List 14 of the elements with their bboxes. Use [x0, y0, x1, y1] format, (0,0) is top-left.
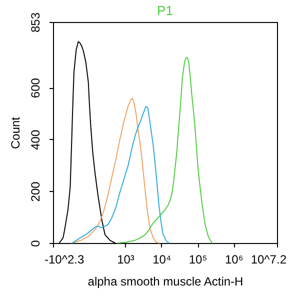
x-tick-label: 10⁴: [152, 252, 172, 266]
x-tick-label: 10⁵: [188, 252, 208, 266]
x-axis-title: alpha smooth muscle Actin-H: [88, 274, 244, 288]
text: P1: [157, 3, 173, 18]
y-tick-label: 0: [28, 240, 42, 247]
y-tick-label: 600: [28, 78, 42, 98]
y-tick-label: 400: [28, 130, 42, 150]
y-tick-label: 853: [28, 12, 42, 33]
x-tick-label: 10³: [117, 252, 134, 266]
y-tick-label: 200: [28, 181, 42, 202]
x-tick-label: -10^2.3: [44, 252, 84, 266]
x-tick-label: 10^7.2: [250, 252, 287, 266]
y-axis-title: Count: [8, 116, 22, 150]
x-tick-label: 10⁶: [224, 252, 244, 266]
